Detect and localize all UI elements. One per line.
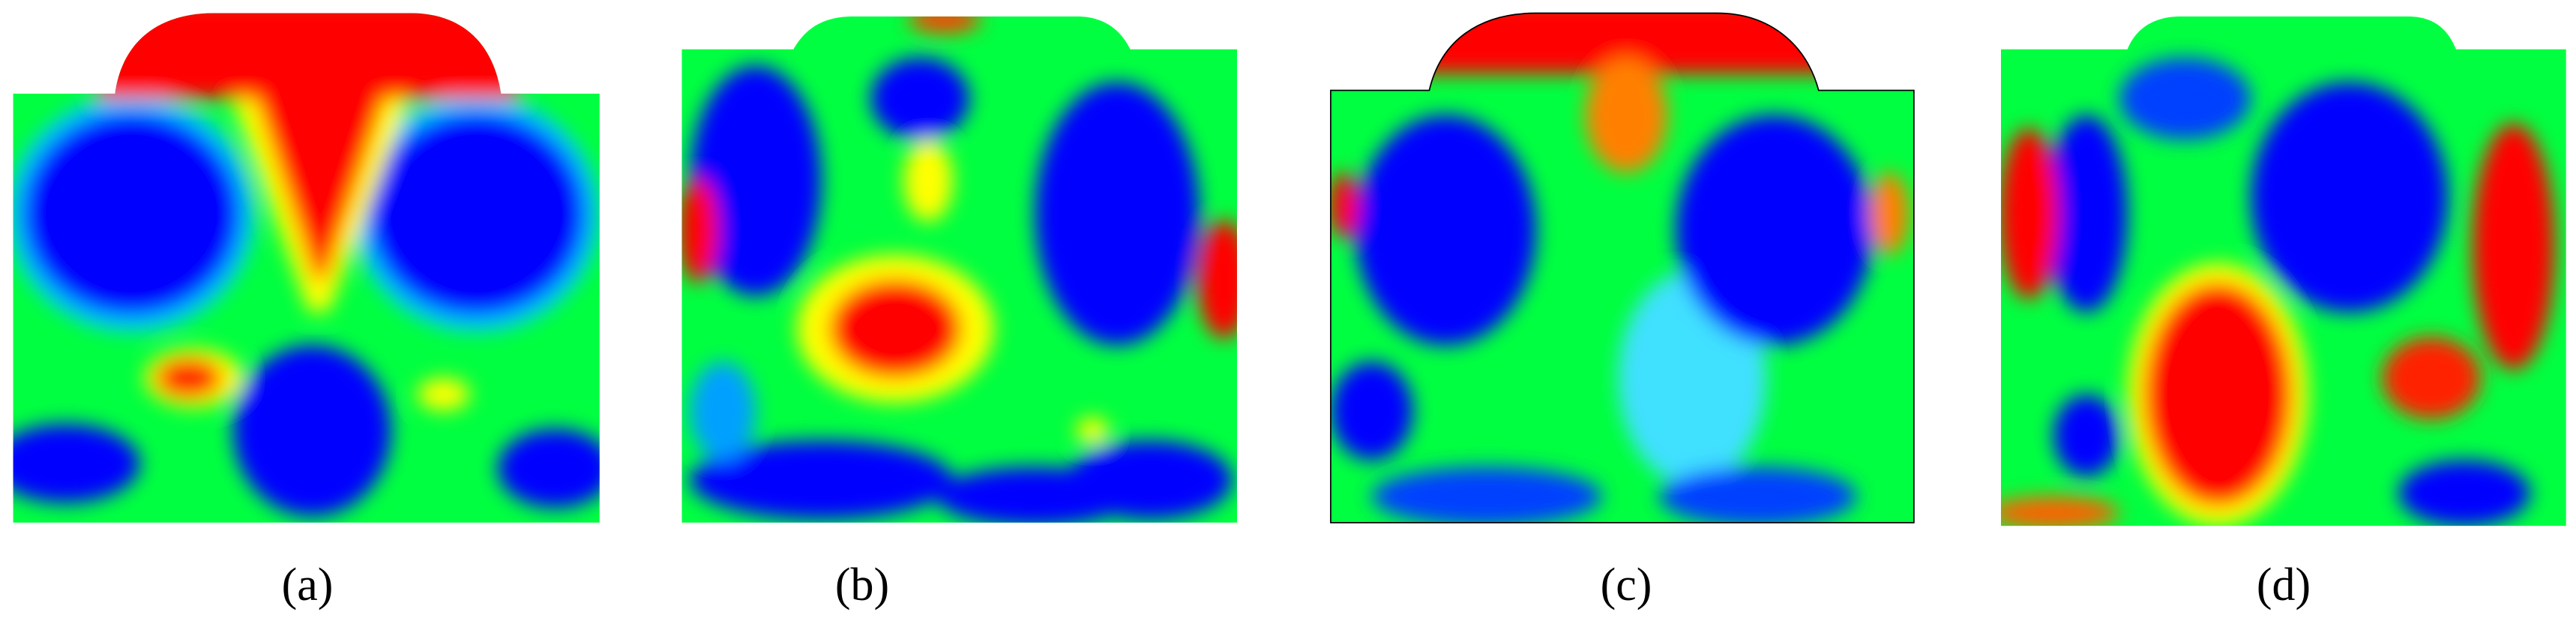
- panel-label: (a): [282, 560, 334, 610]
- panel-b-field: [681, 16, 1238, 523]
- panel-label: (b): [835, 560, 889, 610]
- panel-c-outline: [1330, 12, 1915, 524]
- panel-label: (d): [2257, 560, 2311, 610]
- panels: [13, 12, 2566, 526]
- panel-a-field: [13, 13, 600, 523]
- panel-d-field: [2001, 16, 2566, 526]
- panel-label: (c): [1601, 560, 1652, 610]
- panel-c-field: [1330, 13, 1914, 523]
